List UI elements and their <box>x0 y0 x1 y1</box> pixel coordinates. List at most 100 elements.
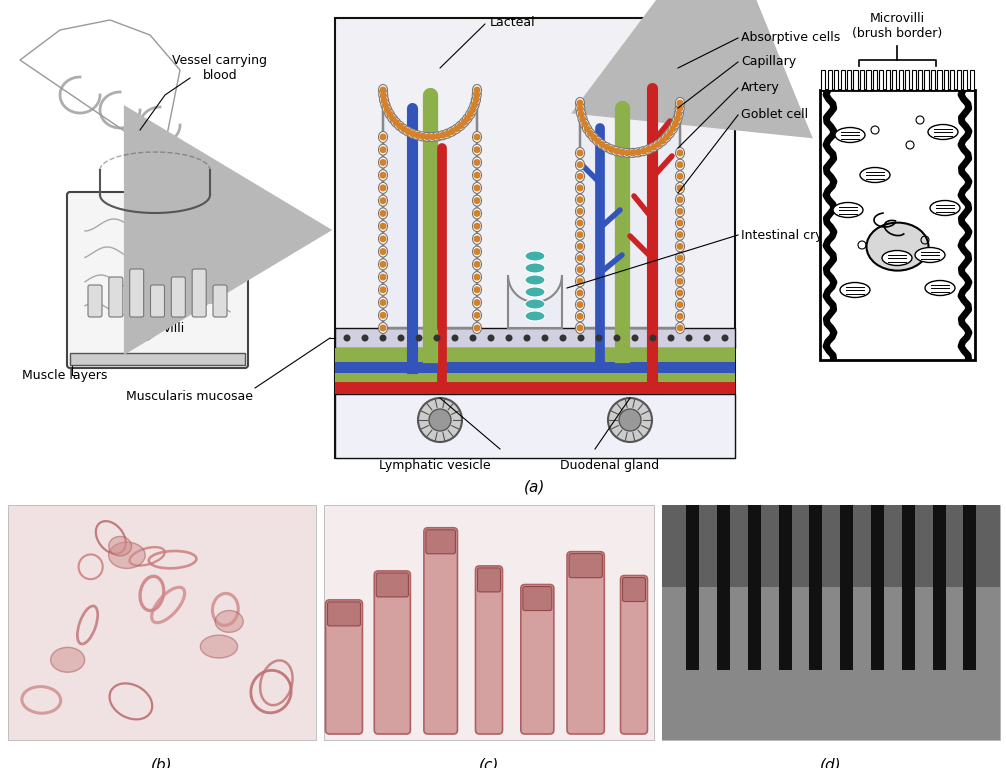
Circle shape <box>576 100 583 107</box>
Polygon shape <box>580 103 680 328</box>
Circle shape <box>470 335 477 342</box>
Ellipse shape <box>391 118 400 127</box>
Ellipse shape <box>473 233 482 244</box>
Ellipse shape <box>617 147 628 157</box>
Circle shape <box>389 115 396 122</box>
Circle shape <box>676 325 683 332</box>
Text: Circular folds: Circular folds <box>197 230 280 243</box>
Circle shape <box>624 150 631 157</box>
Ellipse shape <box>402 127 413 136</box>
Ellipse shape <box>472 94 481 105</box>
Bar <box>898 70 902 90</box>
Ellipse shape <box>456 121 466 131</box>
Circle shape <box>650 335 657 342</box>
Circle shape <box>343 335 350 342</box>
Circle shape <box>640 147 647 154</box>
Circle shape <box>608 146 615 153</box>
Circle shape <box>576 290 583 296</box>
Ellipse shape <box>675 323 684 333</box>
Ellipse shape <box>381 100 390 111</box>
Text: Lacteal: Lacteal <box>490 15 535 28</box>
Circle shape <box>396 122 403 129</box>
Bar <box>335 362 735 373</box>
Bar <box>335 382 735 394</box>
Circle shape <box>413 132 421 139</box>
Ellipse shape <box>466 109 475 120</box>
Circle shape <box>474 261 481 268</box>
Ellipse shape <box>575 300 584 310</box>
Circle shape <box>632 335 639 342</box>
Circle shape <box>577 335 584 342</box>
Circle shape <box>576 301 583 308</box>
Circle shape <box>650 144 657 151</box>
Bar <box>918 70 923 90</box>
Circle shape <box>676 100 683 107</box>
FancyBboxPatch shape <box>569 554 603 578</box>
Circle shape <box>676 266 683 273</box>
Circle shape <box>669 125 676 132</box>
FancyBboxPatch shape <box>130 269 144 317</box>
Circle shape <box>379 286 386 293</box>
Ellipse shape <box>416 132 428 141</box>
Ellipse shape <box>928 124 958 140</box>
Circle shape <box>579 115 586 122</box>
Ellipse shape <box>387 114 397 124</box>
Ellipse shape <box>665 128 675 138</box>
Ellipse shape <box>378 220 387 232</box>
Circle shape <box>473 97 480 104</box>
Circle shape <box>379 210 386 217</box>
Text: Goblet cell: Goblet cell <box>741 108 808 121</box>
Bar <box>964 505 977 670</box>
Circle shape <box>676 243 683 250</box>
Bar <box>847 70 851 90</box>
Bar <box>335 373 735 382</box>
Ellipse shape <box>525 275 545 285</box>
Bar <box>828 70 832 90</box>
Circle shape <box>666 130 673 137</box>
FancyBboxPatch shape <box>521 584 554 734</box>
Bar <box>944 70 948 90</box>
Ellipse shape <box>394 121 404 131</box>
Bar <box>957 70 961 90</box>
FancyBboxPatch shape <box>426 530 456 554</box>
Ellipse shape <box>627 148 638 157</box>
FancyBboxPatch shape <box>523 587 552 611</box>
Ellipse shape <box>575 206 584 217</box>
Ellipse shape <box>925 280 955 296</box>
Circle shape <box>576 161 583 168</box>
Ellipse shape <box>675 253 684 263</box>
Circle shape <box>721 335 728 342</box>
Ellipse shape <box>473 84 482 95</box>
Circle shape <box>576 184 583 191</box>
Ellipse shape <box>473 208 482 219</box>
Circle shape <box>471 101 478 108</box>
Circle shape <box>581 121 589 127</box>
Ellipse shape <box>473 323 482 333</box>
Bar <box>8 505 316 740</box>
Circle shape <box>379 146 386 154</box>
Ellipse shape <box>612 147 622 156</box>
Circle shape <box>577 111 584 118</box>
Ellipse shape <box>200 635 237 658</box>
Ellipse shape <box>575 217 584 229</box>
Text: Duodenal gland: Duodenal gland <box>560 459 660 472</box>
Circle shape <box>614 335 621 342</box>
Text: Capillary: Capillary <box>741 55 796 68</box>
Ellipse shape <box>602 142 612 152</box>
Ellipse shape <box>673 114 682 124</box>
Ellipse shape <box>473 284 482 296</box>
Circle shape <box>676 290 683 296</box>
Circle shape <box>676 150 683 157</box>
Ellipse shape <box>575 287 584 299</box>
FancyBboxPatch shape <box>67 192 248 368</box>
Circle shape <box>674 115 681 122</box>
Circle shape <box>488 335 495 342</box>
Ellipse shape <box>578 114 588 124</box>
Circle shape <box>676 254 683 261</box>
Circle shape <box>676 173 683 180</box>
Circle shape <box>672 121 679 127</box>
Ellipse shape <box>433 132 443 141</box>
Ellipse shape <box>378 84 387 95</box>
Bar <box>820 90 975 360</box>
Bar <box>901 505 914 670</box>
